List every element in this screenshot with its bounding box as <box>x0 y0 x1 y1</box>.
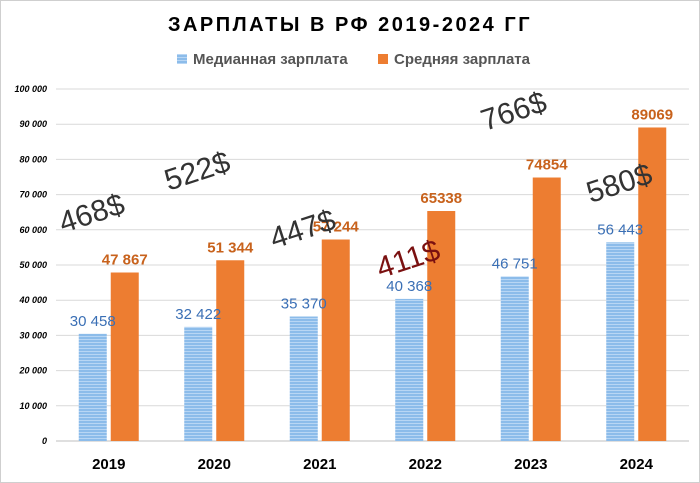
bar-median-2022 <box>395 298 424 441</box>
bar-median-2024 <box>606 242 635 441</box>
x-tick-label: 2019 <box>92 456 125 473</box>
data-label-median: 46 751 <box>492 255 538 272</box>
x-tick-label: 2022 <box>409 456 442 473</box>
data-label-average: 47 867 <box>102 252 148 269</box>
y-tick-label: 70 000 <box>19 190 47 200</box>
legend-swatch-average <box>378 54 388 64</box>
usd-annotation: 468$ <box>55 188 129 240</box>
legend: Медианная зарплата Средняя зарплата <box>177 51 531 68</box>
x-tick-label: 2021 <box>303 456 336 473</box>
data-label-median: 30 458 <box>70 313 116 330</box>
bar-median-2021 <box>289 316 318 441</box>
y-tick-label: 20 000 <box>18 366 47 376</box>
bar-average-2023 <box>532 177 561 441</box>
chart-title: ЗАРПЛАТЫ В РФ 2019-2024 ГГ <box>168 14 532 36</box>
y-tick-label: 0 <box>42 436 47 446</box>
x-tick-label: 2023 <box>514 456 547 473</box>
data-labels: 30 458 32 422 35 370 40 368 46 751 56 443 47 8… <box>70 106 673 329</box>
y-tick-label: 90 000 <box>19 119 47 129</box>
y-tick-label: 60 000 <box>19 225 47 235</box>
usd-annotation: 522$ <box>160 145 234 197</box>
y-tick-label: 50 000 <box>19 260 47 270</box>
legend-swatch-median <box>177 54 187 64</box>
bar-average-2024 <box>638 127 667 442</box>
data-label-average: 57 244 <box>313 219 360 236</box>
x-axis: 2019 2020 2021 2022 2023 2024 <box>92 456 654 473</box>
y-tick-label: 100 000 <box>14 84 47 94</box>
y-tick-label: 10 000 <box>19 401 47 411</box>
data-label-average: 51 344 <box>207 239 254 256</box>
x-tick-label: 2020 <box>198 456 231 473</box>
data-label-median: 32 422 <box>175 306 221 323</box>
bar-average-2022 <box>427 211 456 441</box>
bar-median-2019 <box>78 333 107 441</box>
y-tick-label: 40 000 <box>18 295 47 305</box>
y-tick-label: 80 000 <box>19 154 47 164</box>
bar-median-2020 <box>184 326 213 441</box>
data-label-median: 40 368 <box>386 278 432 295</box>
bars <box>78 127 667 442</box>
data-label-median: 56 443 <box>597 221 643 238</box>
bar-average-2021 <box>321 239 350 441</box>
y-tick-label: 30 000 <box>19 330 47 340</box>
bar-average-2019 <box>110 272 139 441</box>
y-axis: 0 10 000 20 000 30 000 40 000 50 000 60 000 70 … <box>14 84 47 446</box>
legend-label-average: Средняя зарплата <box>394 51 531 68</box>
bar-average-2020 <box>216 260 245 441</box>
x-tick-label: 2024 <box>620 456 654 473</box>
data-label-median: 35 370 <box>281 295 327 312</box>
data-label-average: 89069 <box>631 106 673 123</box>
data-label-average: 74854 <box>526 157 568 174</box>
data-label-average: 65338 <box>420 190 462 207</box>
gridlines <box>56 88 689 442</box>
legend-label-median: Медианная зарплата <box>193 51 348 68</box>
bar-median-2023 <box>500 276 529 441</box>
usd-annotation: 766$ <box>477 86 551 138</box>
